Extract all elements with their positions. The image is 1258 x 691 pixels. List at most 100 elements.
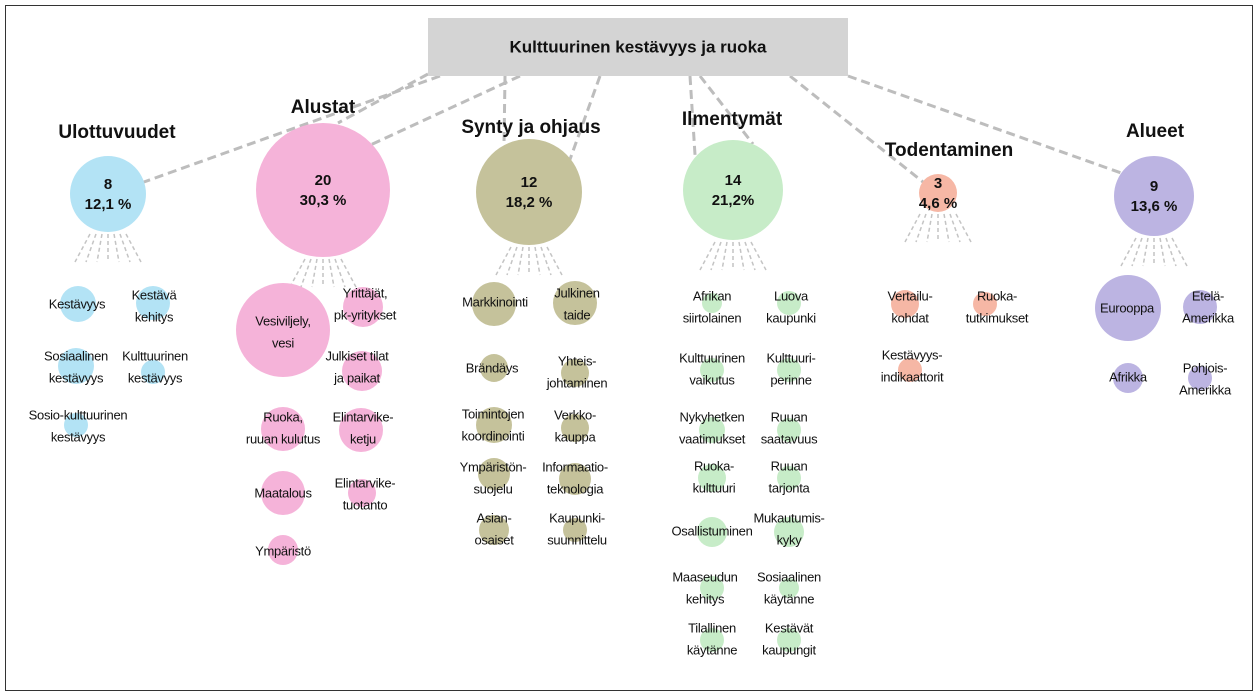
- frame: [5, 5, 1253, 691]
- item-label: Ympäristö: [255, 543, 311, 558]
- item-circle: [561, 414, 589, 442]
- item-circle: [702, 293, 722, 313]
- item-label: Amerikka: [1179, 382, 1232, 397]
- item-circle: [236, 283, 330, 377]
- item-circle: [1113, 363, 1143, 393]
- fan-line: [289, 258, 306, 288]
- item-label: siirtolainen: [683, 310, 742, 325]
- connector: [141, 74, 441, 185]
- item-circle: [559, 463, 591, 495]
- item-label: Maatalous: [254, 485, 312, 500]
- item-label: tuotanto: [343, 497, 388, 512]
- group-heading: Alueet: [1126, 121, 1185, 142]
- fan-line: [85, 233, 97, 263]
- item-circle: [891, 290, 919, 318]
- group-count: 14: [725, 172, 742, 189]
- item-label: vesi: [272, 335, 294, 350]
- fan-line: [96, 233, 103, 263]
- group-count: 9: [1150, 178, 1158, 195]
- item-circle: [141, 360, 165, 384]
- item-label: Kulttuuri-: [766, 350, 815, 365]
- fan-line: [340, 258, 357, 288]
- item-label: Yhteis-: [558, 353, 596, 368]
- item-label: Luova: [774, 288, 809, 303]
- group-circle: [476, 139, 582, 245]
- item-label: Sosiaalinen: [44, 348, 108, 363]
- fan-line: [119, 233, 131, 263]
- group-percent: 30,3 %: [300, 192, 347, 209]
- item-circle: [342, 351, 382, 391]
- item-label: suojelu: [473, 481, 512, 496]
- item-label: käytänne: [687, 642, 737, 657]
- fan-line: [311, 258, 318, 288]
- group-circle: [70, 156, 146, 232]
- group-heading: Todentaminen: [885, 140, 1013, 161]
- item-label: vaikutus: [689, 372, 735, 387]
- connector: [502, 75, 507, 145]
- group-count: 3: [934, 175, 942, 192]
- fan-line: [546, 246, 563, 276]
- item-circle: [700, 628, 724, 652]
- item-label: Kulttuurinen: [122, 348, 188, 363]
- fan-line: [1165, 237, 1177, 267]
- item-label: Kestävyys: [49, 296, 106, 311]
- fan-line: [334, 258, 346, 288]
- item-label: indikaattorit: [881, 369, 944, 384]
- item-circle: [58, 348, 94, 384]
- item-label: Informaatio-: [542, 459, 608, 474]
- item-label: saatavuus: [761, 431, 818, 446]
- item-label: Ympäristön-: [460, 459, 527, 474]
- item-label: Eurooppa: [1100, 300, 1155, 315]
- item-circle: [973, 292, 997, 316]
- item-label: kehitys: [135, 309, 174, 324]
- item-label: Ruoka,: [263, 409, 302, 424]
- item-circle: [777, 291, 801, 315]
- item-label: käytänne: [764, 591, 814, 606]
- group-heading: Synty ja ohjaus: [461, 117, 600, 138]
- fan-line: [721, 241, 728, 271]
- item-circle: [1188, 366, 1212, 390]
- item-circle: [478, 458, 510, 490]
- item-label: Elintarvike-: [333, 409, 394, 424]
- item-label: Ruuan: [771, 458, 808, 473]
- item-label: perinne: [770, 372, 811, 387]
- group-percent: 21,2%: [712, 192, 755, 209]
- item-label: ja paikat: [333, 370, 380, 385]
- item-label: Yrittäjät,: [343, 285, 388, 300]
- fan-line: [750, 241, 767, 271]
- group-count: 8: [104, 176, 112, 193]
- connector: [688, 75, 697, 163]
- item-label: Sosio-kulttuurinen: [29, 407, 128, 422]
- item-label: Vesiviljely,: [255, 313, 310, 328]
- item-circle: [699, 417, 725, 443]
- item-circle: [774, 517, 804, 547]
- item-circle: [777, 358, 801, 382]
- item-circle: [472, 282, 516, 326]
- connector: [359, 74, 521, 152]
- fan-line: [113, 233, 120, 263]
- fan-line: [495, 246, 512, 276]
- item-label: Mukautumis-: [753, 510, 824, 525]
- fan-line: [1131, 237, 1143, 267]
- fan-line: [300, 258, 312, 288]
- item-circle: [698, 464, 726, 492]
- item-label: kaupungit: [762, 642, 816, 657]
- item-circle: [268, 535, 298, 565]
- item-label: Afrikka: [1109, 369, 1148, 384]
- item-circle: [700, 358, 724, 382]
- item-label: Osallistuminen: [671, 523, 752, 538]
- group-percent: 18,2 %: [506, 194, 553, 211]
- item-label: taide: [564, 307, 591, 322]
- item-circle: [561, 359, 589, 387]
- group-circle: [1114, 156, 1194, 236]
- group-circle: [256, 123, 390, 257]
- item-label: Afrikan: [693, 288, 731, 303]
- connector: [698, 75, 755, 145]
- connector: [567, 75, 602, 164]
- item-circle: [898, 358, 922, 382]
- item-label: tarjonta: [769, 480, 811, 495]
- group-percent: 13,6 %: [1131, 198, 1178, 215]
- group-percent: 12,1 %: [85, 196, 132, 213]
- item-label: koordinointi: [462, 428, 525, 443]
- item-circle: [261, 407, 305, 451]
